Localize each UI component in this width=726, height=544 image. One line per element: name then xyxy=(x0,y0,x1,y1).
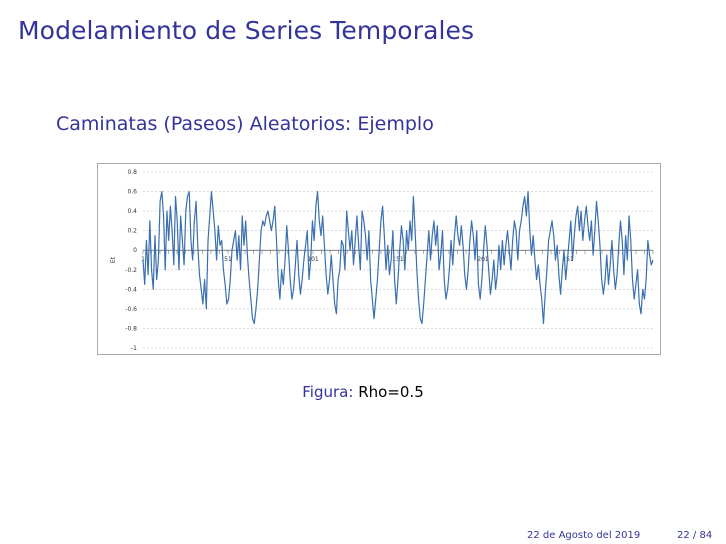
y-tick-label: 0.2 xyxy=(127,228,137,235)
y-tick-label: -0.6 xyxy=(125,306,137,313)
y-tick-label: -0.4 xyxy=(125,286,137,293)
x-tick-label: 151 xyxy=(392,256,404,263)
frame-title: Modelamiento de Series Temporales xyxy=(18,16,475,45)
series-line xyxy=(142,190,654,325)
block-title: Caminatas (Paseos) Aleatorios: Ejemplo xyxy=(56,113,434,135)
caption-text: Rho=0.5 xyxy=(358,383,424,401)
x-tick-label: 1 xyxy=(141,256,145,263)
y-tick-label: 0.6 xyxy=(127,189,137,196)
y-tick-label: -0.2 xyxy=(125,267,137,274)
y-tick-label: 0.8 xyxy=(127,169,137,176)
x-tick-label: 251 xyxy=(562,256,574,263)
x-tick-label: 101 xyxy=(307,256,319,263)
footer-date: 22 de Agosto del 2019 xyxy=(527,530,641,541)
figure-caption: Figura: Rho=0.5 xyxy=(0,383,726,401)
y-axis-label: Et xyxy=(110,256,117,263)
y-tick-label: -0.8 xyxy=(125,325,137,332)
footer-page-number: 22 / 84 xyxy=(677,530,713,541)
chart-container: 0.8 0.6 0.4 0.2 0 -0.2 -0.4 -0.6 -0.8 -1 Et 1 51 101 1… xyxy=(97,163,661,355)
caption-label: Figura: xyxy=(302,383,354,401)
y-tick-label: -1 xyxy=(131,345,137,352)
x-tick-label: 51 xyxy=(224,256,232,263)
y-tick-label: 0.4 xyxy=(127,208,137,215)
y-tick-label: 0 xyxy=(133,247,137,254)
line-chart: 0.80.60.40.20-0.2-0.4-0.6-0.8-1Et 1 51 101 1… xyxy=(110,169,654,352)
